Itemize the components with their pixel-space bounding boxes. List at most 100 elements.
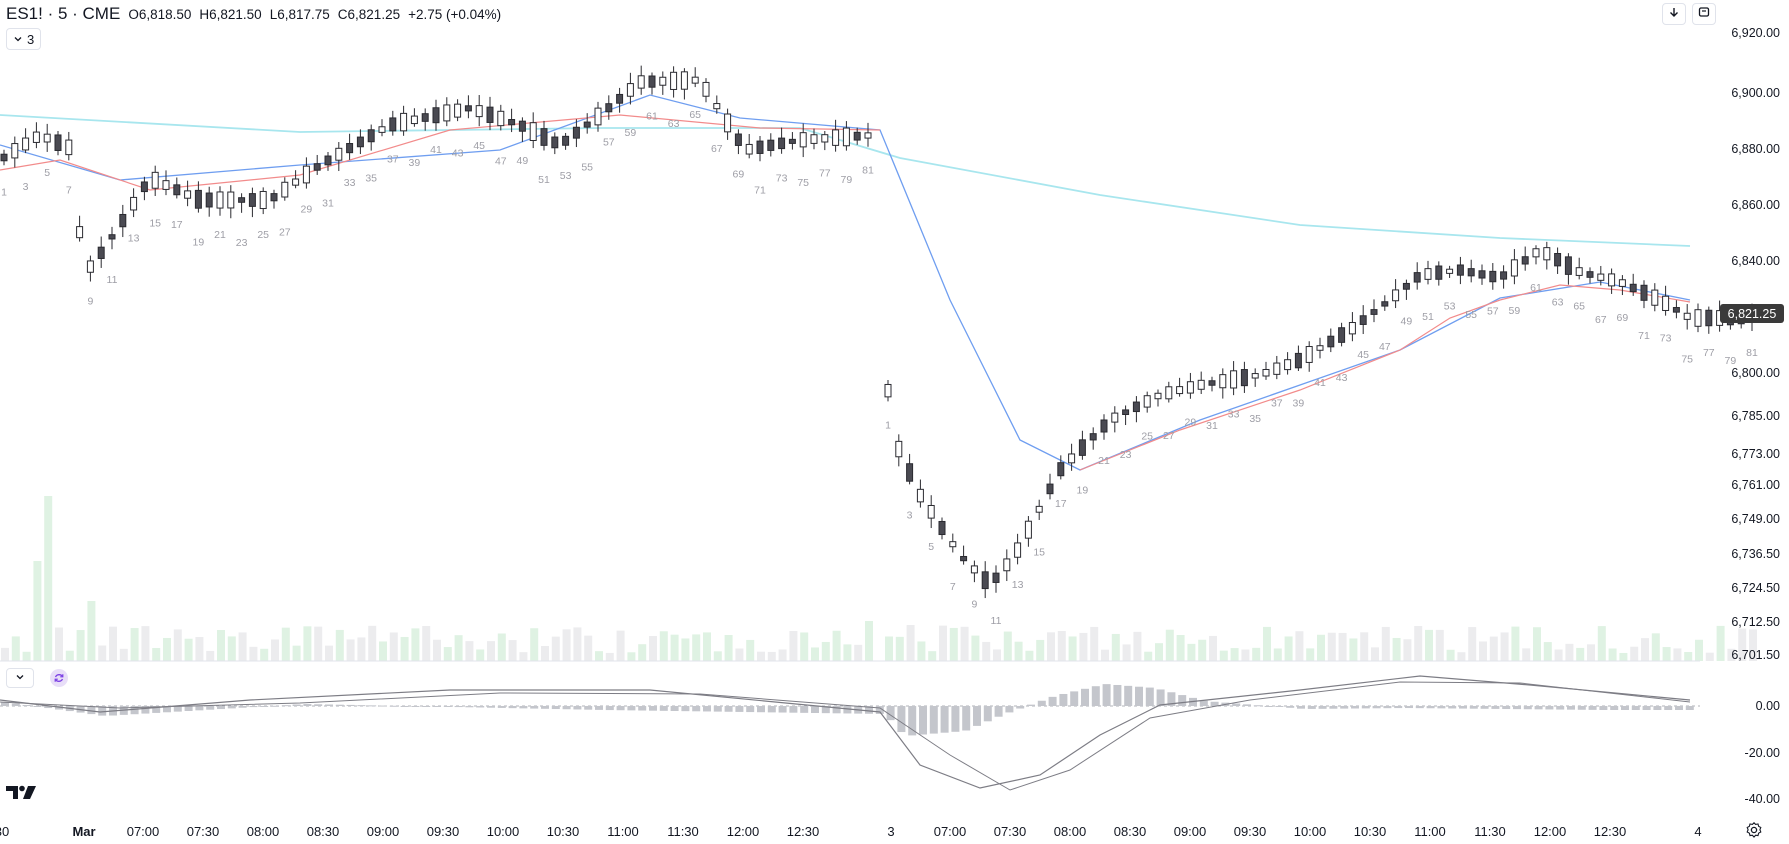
price-tick-label: 6,724.50	[1731, 581, 1780, 595]
time-tick-label: 12:30	[1594, 824, 1627, 839]
scroll-to-latest-button[interactable]	[1662, 3, 1686, 25]
volume-bar	[1165, 629, 1174, 661]
macd-histogram-bar	[195, 706, 204, 711]
bar-count-label: 17	[171, 219, 183, 231]
macd-histogram-bar	[1523, 706, 1532, 710]
candle-body	[1597, 273, 1605, 281]
bar-count-label: 5	[928, 541, 934, 553]
candle-body	[1208, 380, 1216, 386]
macd-histogram-bar	[487, 706, 495, 708]
volume-bar	[400, 636, 409, 661]
candle-body	[767, 139, 775, 151]
bar-count-label: 69	[1617, 312, 1629, 324]
volume-bar	[1457, 652, 1466, 661]
fullscreen-button[interactable]	[1692, 3, 1716, 25]
volume-bar	[1317, 634, 1325, 661]
macd-histogram-bar	[541, 706, 549, 709]
volume-bar	[1684, 651, 1693, 661]
candle-body	[551, 136, 559, 149]
candle-body	[594, 107, 602, 126]
macd-histogram-bar	[184, 706, 193, 711]
bar-count-label: 63	[668, 118, 680, 130]
macd-collapse-button[interactable]	[6, 668, 34, 688]
candle-body	[799, 132, 807, 148]
tradingview-logo[interactable]	[6, 784, 38, 807]
volume-bar	[476, 649, 485, 661]
candle-body	[248, 193, 256, 207]
candle-body	[1348, 322, 1356, 335]
volume-bar	[1219, 650, 1228, 661]
price-tick-label: 6,920.00	[1731, 26, 1780, 40]
macd-axis[interactable]: 0.00 -20.00 -40.00	[1745, 699, 1780, 806]
candle-body	[1057, 462, 1065, 477]
volume-bar	[497, 633, 506, 661]
macd-histogram-bar	[87, 706, 96, 715]
candle-body	[949, 541, 957, 548]
volume-bar	[573, 627, 582, 661]
candle-body	[842, 127, 850, 147]
time-tick-label: 10:00	[487, 824, 520, 839]
indicators-toggle-button[interactable]: 3	[6, 28, 42, 50]
candle-body	[486, 106, 494, 123]
high-value: H6,821.50	[199, 6, 262, 22]
last-price-badge: 6,821.25	[1720, 304, 1784, 323]
macd-histogram-bar	[1243, 704, 1251, 706]
candle-body	[86, 260, 94, 273]
candle-body	[54, 134, 62, 151]
candle-body	[162, 180, 170, 190]
candle-body	[648, 75, 656, 88]
macd-histogram-bar	[1545, 706, 1554, 710]
time-axis[interactable]: 30 Mar 07:00 07:30 08:00 08:30 09:00 09:30 10:00…	[0, 824, 1702, 839]
bar-count-label: 67	[1595, 314, 1607, 326]
candle-body	[238, 197, 246, 203]
macd-histogram-bar	[1307, 706, 1316, 709]
candle-body	[1132, 401, 1140, 413]
macd-histogram-bar	[497, 706, 506, 708]
candle-body	[1003, 558, 1011, 572]
bar-count-label: 39	[409, 157, 421, 169]
price-tick-label: 6,900.00	[1731, 86, 1780, 100]
macd-histogram-bar	[595, 706, 603, 710]
price-tick-label: 6,840.00	[1731, 254, 1780, 268]
volume-bar	[260, 648, 269, 661]
macd-histogram-bar	[152, 706, 161, 713]
candle-body	[194, 189, 202, 209]
time-tick-label: 07:30	[994, 824, 1027, 839]
volume-bar	[832, 630, 841, 661]
price-tick-label: 6,860.00	[1731, 198, 1780, 212]
open-value: O6,818.50	[128, 6, 192, 22]
macd-histogram-bar	[670, 706, 679, 711]
time-tick-label: 12:30	[787, 824, 820, 839]
macd-histogram-bar	[400, 705, 409, 707]
volume-bar	[335, 629, 344, 661]
macd-histogram-bar	[281, 705, 290, 707]
volume-bar	[173, 629, 182, 661]
ema-fast-line	[1079, 284, 1691, 471]
symbol-title[interactable]: ES1! · 5 · CME	[6, 4, 121, 23]
bar-count-label: 11	[991, 615, 1002, 627]
bar-count-label: 21	[214, 229, 226, 241]
bar-count-label: 29	[1185, 416, 1197, 428]
gear-icon[interactable]	[1745, 821, 1763, 844]
candle-body	[281, 181, 289, 198]
candle-body	[756, 140, 764, 154]
macd-histogram-bar	[832, 706, 841, 714]
macd-histogram-bar	[1599, 706, 1608, 710]
sync-icon[interactable]	[50, 669, 68, 687]
candle-body	[378, 126, 386, 133]
macd-histogram-bar	[238, 706, 247, 708]
price-axis[interactable]: 6,920.00 6,900.00 6,880.00 6,860.00 6,840.00…	[1731, 26, 1780, 662]
candle-body	[1586, 271, 1594, 278]
macd-histogram-bar	[1016, 706, 1025, 709]
volume-bar	[1284, 636, 1293, 661]
candle-body	[745, 143, 753, 155]
volume-bar	[1435, 629, 1444, 661]
macd-histogram-bar	[1156, 689, 1165, 706]
macd-histogram-bar	[1318, 706, 1327, 709]
macd-histogram-bar	[292, 704, 301, 706]
volume-bar	[800, 632, 809, 661]
macd-histogram-bar	[1675, 706, 1683, 710]
volume-bar	[130, 628, 139, 661]
candle-body	[853, 131, 861, 141]
